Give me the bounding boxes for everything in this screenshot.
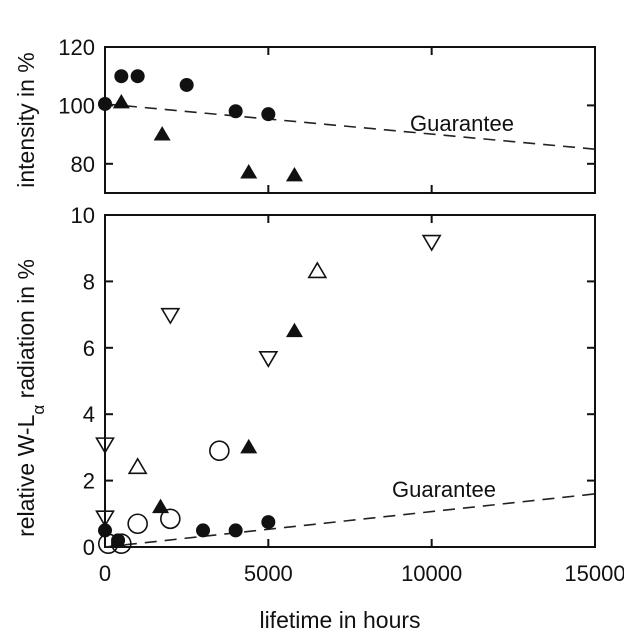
top-x-ticks	[104, 47, 596, 193]
bottom-point-open-circle	[97, 533, 119, 554]
bottom-point-filled-circle	[261, 515, 276, 530]
top-y-ticks: 80 100 120	[58, 35, 595, 177]
bottom-y-tick-label: 6	[83, 336, 95, 361]
bottom-x-ticks: 0 5000 10000 15000	[99, 215, 624, 586]
y-label-part1: relative W-L	[13, 414, 39, 536]
bottom-panel: 0 2 4 6 8 10 0 5000 10000 15000 Guarantee lifeti…	[13, 203, 624, 633]
top-panel: 80 100 120 Guarantee intensity in %	[13, 35, 596, 194]
bottom-y-tick-label: 8	[83, 269, 95, 294]
bottom-point-filled-circle	[228, 523, 243, 538]
top-point-filled-circle	[179, 77, 194, 92]
bottom-data-marks	[95, 234, 442, 554]
bottom-point-open-triangle-down	[421, 234, 442, 252]
top-point-filled-triangle-up	[285, 166, 303, 182]
bottom-plot-frame	[104, 214, 596, 548]
bottom-x-tick-label: 0	[99, 561, 111, 586]
top-guarantee-label: Guarantee	[410, 111, 514, 136]
top-plot-frame	[104, 46, 596, 194]
top-y-tick-label: 80	[71, 152, 95, 177]
bottom-y-ticks: 0 2 4 6 8 10	[71, 203, 595, 560]
top-data-marks	[98, 69, 303, 182]
top-point-filled-triangle-up	[112, 93, 130, 109]
top-guarantee-dash	[104, 103, 596, 150]
top-y-axis-label: intensity in %	[13, 52, 39, 188]
bottom-point-open-circle	[209, 440, 230, 462]
bottom-y-axis-label: relative W-Lα radiation in %	[13, 259, 48, 537]
top-point-filled-circle	[130, 69, 145, 84]
bottom-point-filled-circle	[196, 523, 210, 538]
bottom-point-open-circle	[111, 533, 132, 554]
bottom-point-open-triangle-up	[307, 261, 328, 279]
y-label-subscript: α	[29, 405, 48, 415]
top-point-filled-circle	[114, 69, 129, 84]
bottom-point-open-triangle-down	[258, 351, 279, 368]
top-y-tick-label: 100	[58, 93, 95, 118]
top-point-filled-triangle-up	[153, 126, 171, 141]
top-guarantee-line	[104, 103, 596, 150]
y-label-part2: radiation in %	[13, 259, 39, 405]
bottom-x-tick-label: 10000	[401, 561, 462, 586]
bottom-point-open-triangle-down	[95, 510, 115, 528]
top-point-filled-triangle-up	[240, 164, 258, 179]
top-point-filled-circle	[261, 107, 276, 122]
bottom-x-axis-label: lifetime in hours	[259, 607, 420, 633]
bottom-point-open-triangle-down	[95, 437, 115, 455]
bottom-x-tick-label: 15000	[564, 561, 624, 586]
bottom-point-filled-triangle-up	[240, 438, 258, 454]
bottom-point-open-circle	[160, 508, 181, 530]
bottom-point-open-circle	[127, 513, 148, 535]
bottom-x-tick-label: 5000	[244, 561, 293, 586]
bottom-point-filled-triangle-up	[152, 498, 170, 514]
bottom-guarantee-label: Guarantee	[392, 477, 496, 502]
top-point-filled-circle	[98, 96, 112, 111]
bottom-point-open-triangle-up	[127, 457, 148, 475]
bottom-guarantee-dash	[104, 493, 596, 548]
bottom-guarantee-line	[104, 493, 596, 548]
bottom-y-tick-label: 10	[71, 203, 95, 228]
bottom-point-filled-triangle-up	[285, 322, 303, 338]
bottom-y-tick-label: 4	[83, 402, 95, 427]
bottom-y-tick-label: 0	[83, 535, 95, 560]
top-y-tick-label: 120	[58, 35, 95, 60]
bottom-y-tick-label: 2	[83, 469, 95, 494]
bottom-point-open-triangle-down	[160, 307, 181, 325]
top-point-filled-circle	[228, 104, 243, 119]
